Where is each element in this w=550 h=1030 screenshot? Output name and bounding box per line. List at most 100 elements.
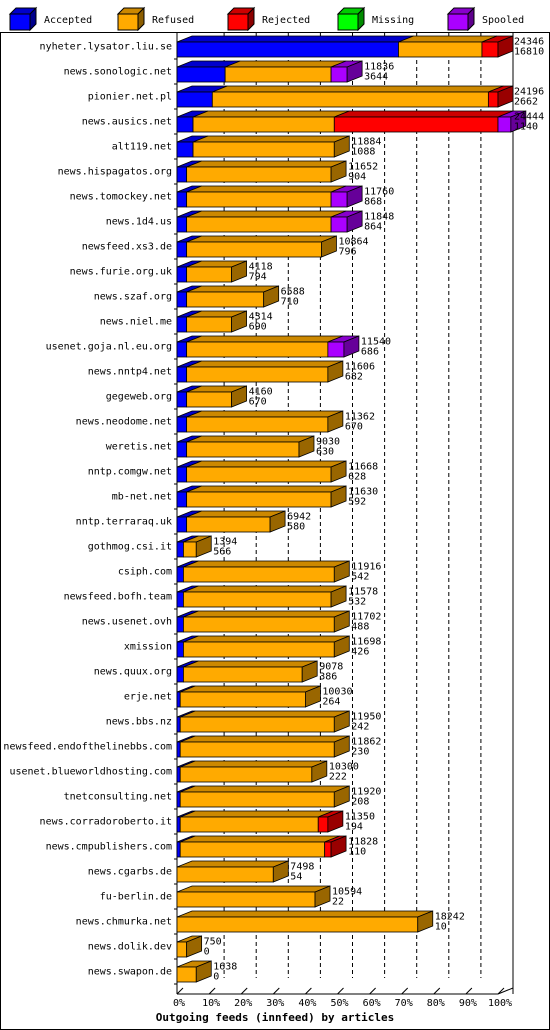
bar-end-refused (231, 310, 247, 333)
accepted-count: 566 (213, 547, 231, 558)
bar-end-refused (327, 410, 344, 433)
bar-segment-accepted (176, 266, 188, 283)
bar-top-refused (186, 510, 286, 518)
bar-segment-refused (192, 141, 335, 158)
accepted-count: 690 (249, 322, 267, 333)
bar-segment-accepted (176, 166, 188, 183)
bar-end-refused (330, 585, 347, 608)
x-tick (240, 987, 248, 995)
bar-segment-refused (186, 366, 329, 383)
bar-end-spooled (343, 335, 360, 358)
bar-segment-accepted (176, 491, 188, 508)
row-label: news.furie.org.uk (70, 267, 172, 278)
row-label: gothmog.csi.it (88, 542, 172, 553)
bar-top-rejected (334, 110, 514, 118)
bar-top-accepted (176, 35, 414, 43)
accepted-count: 904 (348, 172, 366, 183)
bar-segment-refused (176, 891, 316, 908)
row-label: news.corradoroberto.it (40, 817, 172, 828)
row-label: news.cgarbs.de (88, 867, 172, 878)
bar-end-refused (314, 885, 331, 908)
bar-top-refused (180, 835, 340, 843)
bar-top-refused (192, 135, 350, 143)
accepted-count: 488 (351, 622, 369, 633)
bar-segment-refused (211, 91, 489, 108)
bar-end-refused (304, 685, 321, 708)
x-axis-depth-line (497, 987, 514, 995)
bar-top-refused (180, 685, 321, 693)
bar-segment-accepted (176, 216, 188, 233)
bar-segment-refused (179, 716, 335, 733)
bar-segment-accepted (176, 741, 181, 758)
accepted-count: 670 (249, 397, 267, 408)
bar-top-refused (183, 560, 350, 568)
bar-segment-refused (183, 566, 335, 583)
offered-count: 11698 (351, 637, 381, 648)
bar-segment-refused (179, 816, 319, 833)
offered-count: 1394 (213, 537, 237, 548)
legend-swatch (117, 13, 139, 31)
offered-count: 11350 (345, 812, 375, 823)
x-tick-label: 20% (234, 998, 252, 1009)
offered-count: 24346 (514, 37, 544, 48)
row-label: xmission (124, 642, 172, 653)
legend-label: Rejected (262, 15, 310, 26)
accepted-count: 22 (332, 897, 344, 908)
offered-count: 11916 (351, 562, 381, 573)
bar-top-refused (398, 35, 498, 43)
legend: Accepted Refused Rejected Missing Spooled (8, 6, 524, 32)
bar-segment-accepted (176, 716, 181, 733)
bar-end-rejected (497, 85, 514, 108)
bar-end-refused (301, 660, 318, 683)
bar-end-refused (321, 235, 337, 258)
bar-top-refused (176, 910, 433, 918)
offered-count: 4160 (249, 387, 273, 398)
x-tick-label: 90% (459, 998, 477, 1009)
x-tick (369, 987, 376, 995)
bar-segment-refused (176, 941, 188, 958)
row-label: news.bbs.nz (106, 717, 172, 728)
x-tick (176, 987, 184, 995)
legend-item-rejected: Rejected (226, 6, 310, 32)
bar-end-spooled (510, 110, 527, 133)
bar-segment-refused (186, 266, 232, 283)
bar-end-refused (330, 160, 347, 183)
bar-segment-accepted (176, 616, 184, 633)
bar-top-refused (186, 435, 315, 443)
bar-top-refused (180, 735, 350, 743)
bar-segment-accepted (176, 141, 194, 158)
offered-count: 11848 (364, 212, 394, 223)
bar-segment-refused (179, 791, 335, 808)
row-label: csiph.com (118, 567, 172, 578)
row-label: news.niel.me (100, 317, 172, 328)
row-label: news.swapon.de (88, 967, 172, 978)
bar-end-spooled (346, 185, 363, 208)
bar-segment-refused (183, 641, 335, 658)
bar-segment-refused (183, 591, 332, 608)
offered-count: 11862 (351, 737, 381, 748)
bar-segment-refused (176, 916, 419, 933)
bar-segment-rejected (481, 41, 499, 58)
bar-end-refused (327, 360, 344, 383)
legend-swatch (9, 13, 31, 31)
offered-count: 7498 (290, 862, 314, 873)
accepted-count: 630 (316, 447, 334, 458)
bar-segment-refused (183, 666, 303, 683)
bar-end-rejected (327, 810, 344, 833)
bar-top-refused (212, 85, 504, 93)
bar-segment-accepted (176, 41, 399, 58)
offered-count: 9030 (316, 437, 340, 448)
bar-segment-accepted (176, 841, 181, 858)
bar-segment-refused (186, 441, 300, 458)
row-label: news.neodome.net (76, 417, 172, 428)
bar-segment-refused (186, 241, 322, 258)
